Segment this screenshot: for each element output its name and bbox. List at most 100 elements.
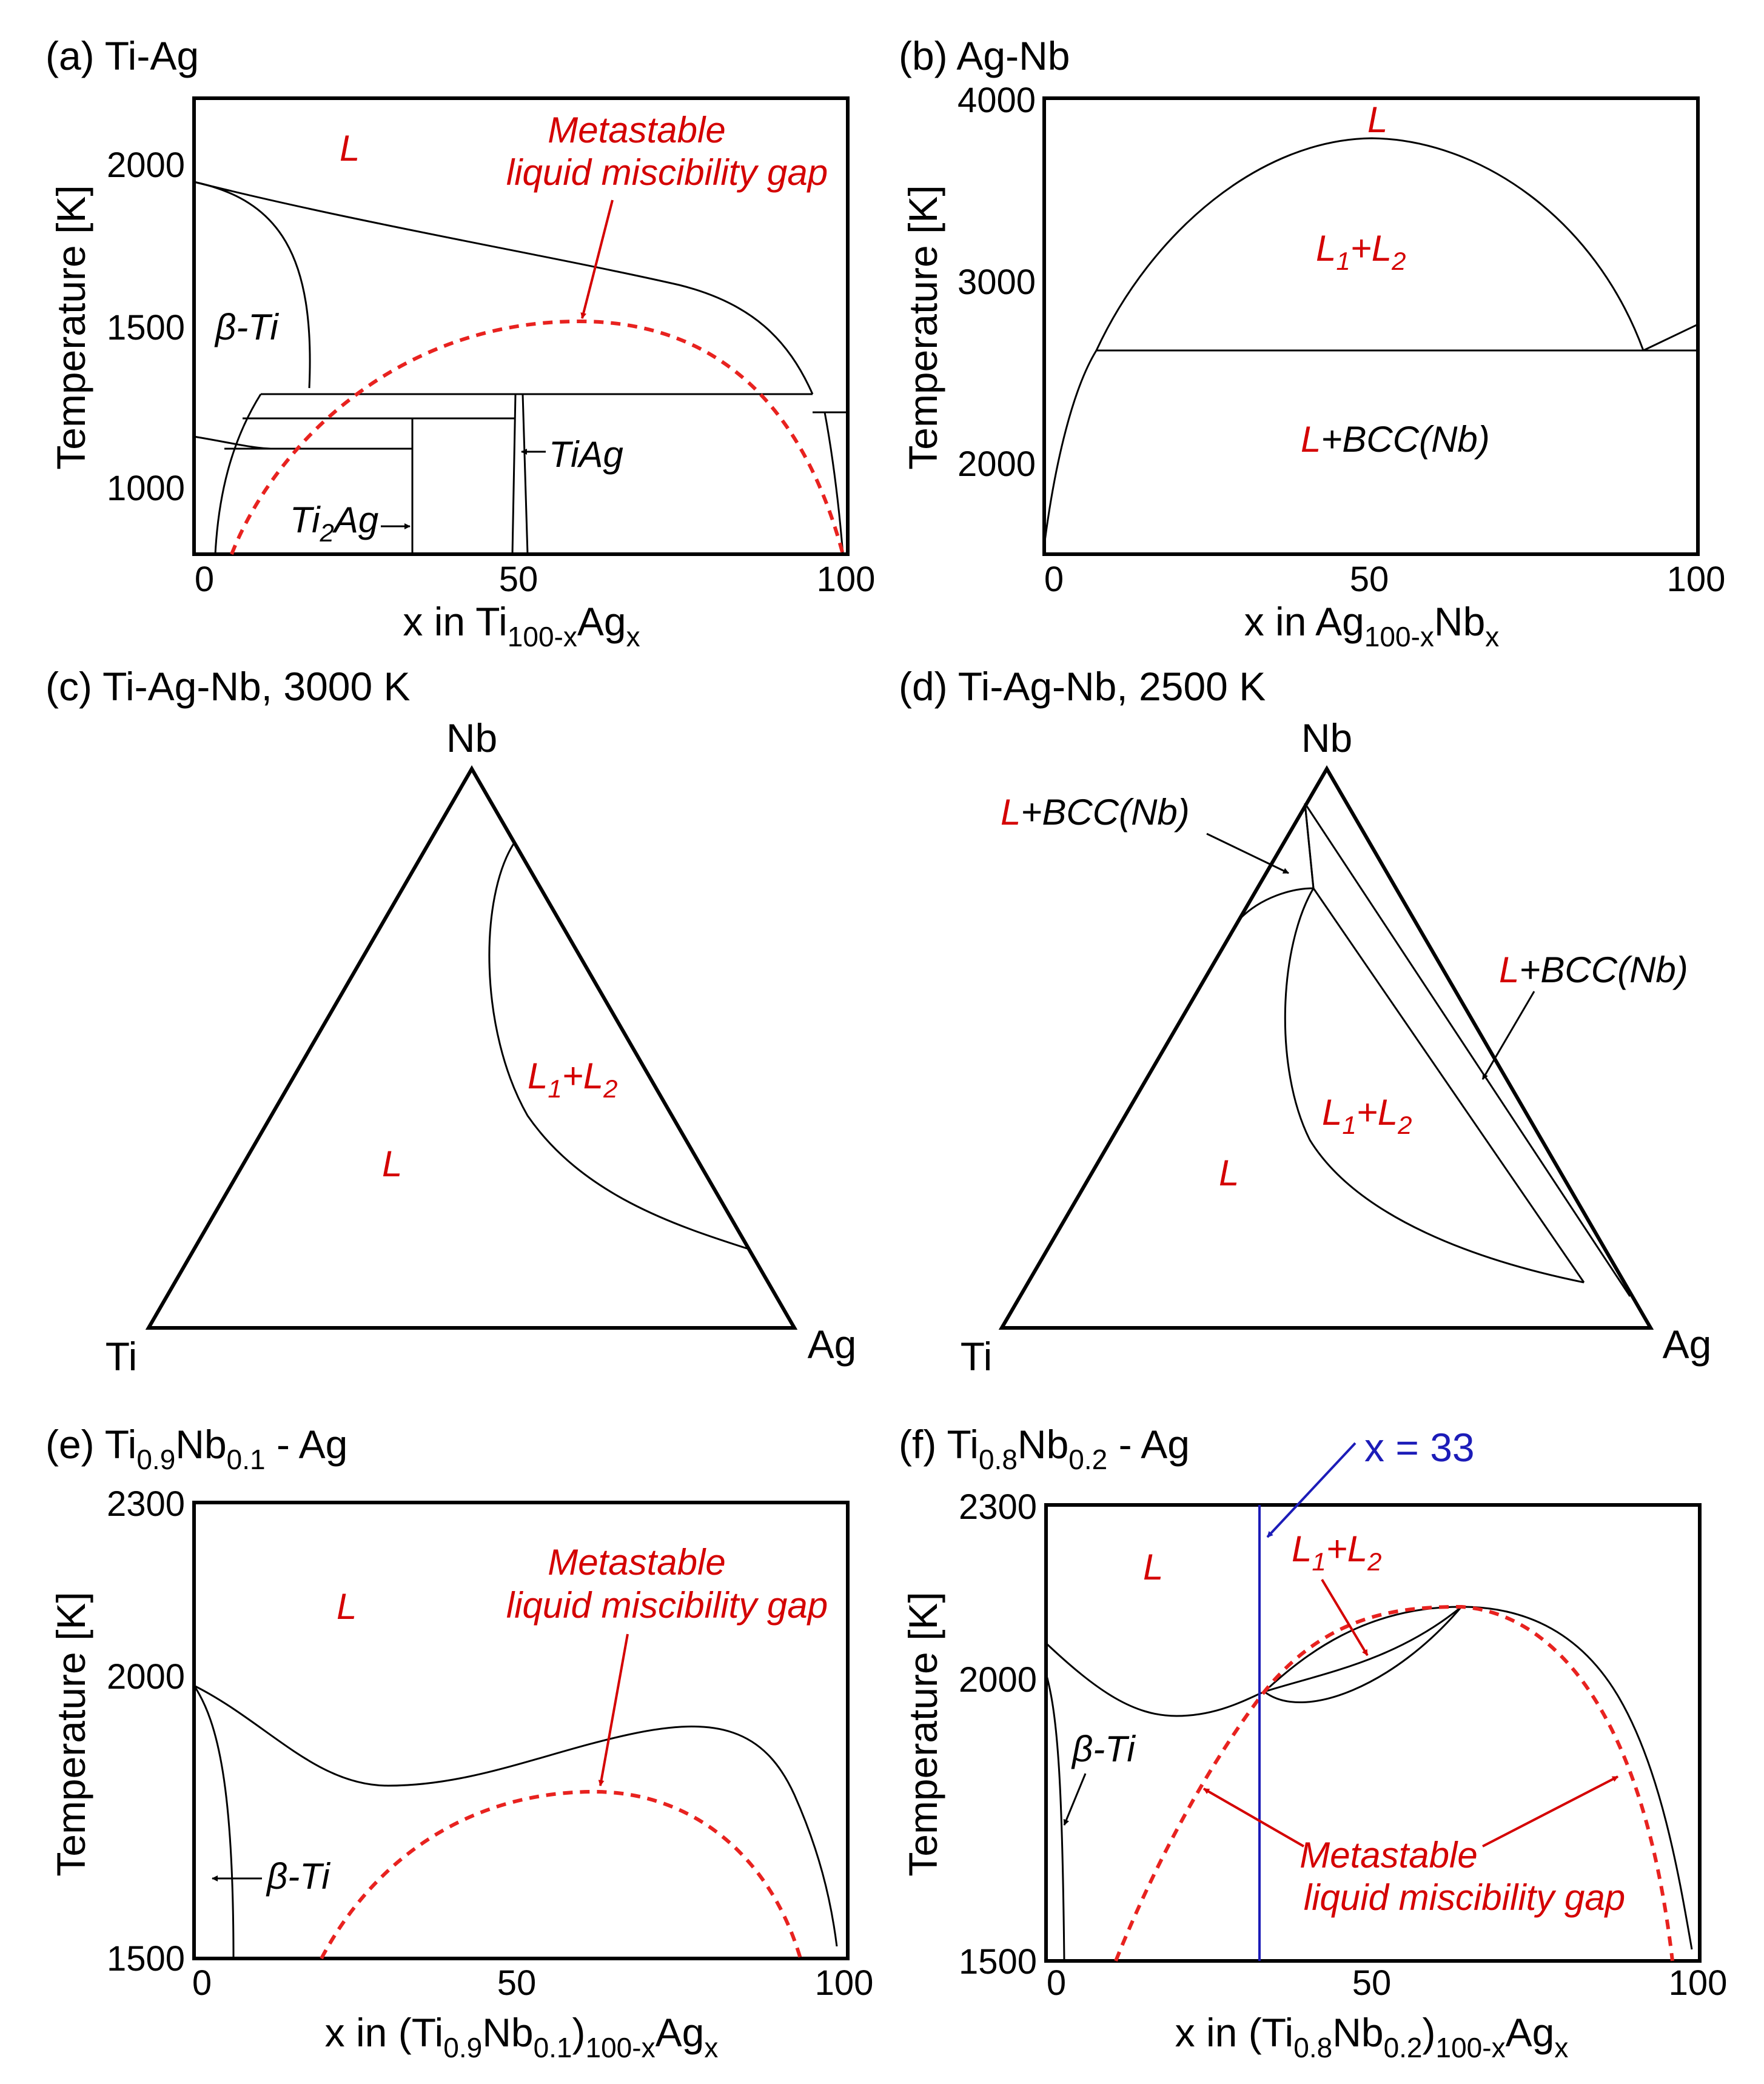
panel-d-arrow-1 <box>1206 833 1289 874</box>
panel-a-lower-left <box>214 394 262 555</box>
panel-b-xtick-100: 100 <box>1667 560 1726 599</box>
panel-c: (c) Ti-Ag-Nb, 3000 K Nb Ti Ag L1+L2 L <box>45 664 856 1379</box>
panel-f-beta-arrow <box>1063 1773 1087 1826</box>
panel-f-L1L2-arrow <box>1321 1578 1369 1657</box>
panel-d-bcc-edge <box>1304 803 1315 889</box>
panel-e: (e) Ti0.9Nb0.1 - Ag Temperature [K] 2300… <box>45 1422 873 2063</box>
panel-a-ag-solvus <box>823 412 844 555</box>
panel-d-label-L1L2: L1+L2 <box>1322 1092 1412 1139</box>
panel-a-miscibility-gap <box>230 319 845 555</box>
panel-e-xlabel: x in (Ti0.9Nb0.1)100-xAgx <box>325 2010 719 2063</box>
panel-f-miscibility-lower-2 <box>1264 1606 1463 1704</box>
panel-a-label-ti2ag: Ti2Ag <box>290 500 378 547</box>
panel-a-beta-ti-solvus <box>193 181 311 389</box>
panel-d-label-LBCC-1: L+BCC(Nb) <box>1001 792 1190 833</box>
panel-a-ytick-1500: 1500 <box>107 308 185 347</box>
panel-a-label-tiag: TiAg <box>549 434 623 475</box>
panel-d-triangle <box>998 765 1654 1330</box>
panel-f: (f) Ti0.8Nb0.2 - Ag Temperature [K] 2300… <box>899 1422 1727 2063</box>
panel-e-ylabel: Temperature [K] <box>49 1592 93 1877</box>
panel-d-tie-2 <box>1304 803 1631 1297</box>
panel-e-label-gap-2: liquid miscibility gap <box>506 1585 828 1626</box>
panel-b-label-L1L2: L1+L2 <box>1316 228 1406 275</box>
panel-c-label-L: L <box>382 1144 402 1184</box>
panel-d-tie-3 <box>1312 888 1585 1283</box>
panel-c-label-L1L2: L1+L2 <box>528 1056 618 1103</box>
panel-f-label-L: L <box>1143 1547 1163 1587</box>
panel-b-ytick-2000: 2000 <box>957 444 1036 484</box>
panel-a-ytick-2000: 2000 <box>107 146 185 185</box>
panel-e-title: (e) Ti0.9Nb0.1 - Ag <box>45 1422 347 1475</box>
panel-b-label-L: L <box>1367 99 1387 140</box>
panel-b-xlabel: x in Ag100-xNbx <box>1244 599 1500 652</box>
panel-e-xtick-50: 50 <box>497 1963 537 2003</box>
panel-d-arrow-2 <box>1481 991 1535 1080</box>
panel-b-ytick-3000: 3000 <box>957 263 1036 302</box>
panel-d-title: (d) Ti-Ag-Nb, 2500 K <box>899 664 1266 709</box>
panel-e-xtick-0: 0 <box>192 1963 212 2003</box>
panel-b: (b) Ag-Nb Temperature [K] 4000 3000 2000… <box>899 33 1725 652</box>
panel-a-title: (a) Ti-Ag <box>45 33 199 78</box>
panel-f-xtick-100: 100 <box>1669 1963 1728 2003</box>
panel-f-label-beta-ti: β-Ti <box>1071 1729 1136 1769</box>
panel-f-ytick-1500: 1500 <box>959 1942 1037 1982</box>
panel-c-vertex-ag: Ag <box>808 1322 857 1367</box>
panel-a: (a) Ti-Ag Temperature [K] 2000 1500 1000… <box>45 33 875 652</box>
panel-b-frame <box>1042 96 1700 556</box>
panel-b-ag-liquidus <box>1643 323 1699 352</box>
panel-f-gap-arrow-right <box>1482 1775 1618 1848</box>
panel-e-ytick-2000: 2000 <box>107 1657 185 1697</box>
panel-c-title: (c) Ti-Ag-Nb, 3000 K <box>45 664 411 709</box>
panel-f-label-L1L2: L1+L2 <box>1292 1529 1382 1576</box>
panel-a-ytick-1000: 1000 <box>107 469 185 508</box>
panel-d: (d) Ti-Ag-Nb, 2500 K Nb Ti Ag L+BCC(Nb) … <box>899 664 1711 1379</box>
panel-e-label-beta-ti: β-Ti <box>266 1856 330 1897</box>
panel-d-label-L: L <box>1219 1153 1239 1193</box>
panel-e-miscibility-gap <box>320 1789 802 1960</box>
panel-a-gap-arrow <box>580 199 614 319</box>
panel-f-xtick-0: 0 <box>1047 1963 1066 2003</box>
panel-f-liquidus-left <box>1045 1642 1265 1717</box>
panel-f-miscibility-gap <box>1114 1604 1674 1962</box>
panel-d-vertex-nb: Nb <box>1301 715 1352 760</box>
panel-f-ytick-2300: 2300 <box>959 1487 1037 1527</box>
panel-f-beta-ti-solidus <box>1045 1673 1065 1962</box>
panel-d-label-LBCC-2: L+BCC(Nb) <box>1499 950 1688 990</box>
panel-a-xtick-0: 0 <box>195 560 214 599</box>
panel-f-label-gap-2: liquid miscibility gap <box>1304 1877 1625 1918</box>
panel-a-xtick-50: 50 <box>499 560 538 599</box>
panel-b-bcc-solidus <box>1043 350 1098 546</box>
panel-b-title: (b) Ag-Nb <box>899 33 1070 78</box>
panel-e-gap-arrow <box>598 1633 629 1786</box>
panel-f-liquidus-right <box>1263 1606 1693 1950</box>
panel-a-tiag-boundary <box>511 394 529 555</box>
panel-b-label-LBCC: L+BCC(Nb) <box>1301 419 1490 460</box>
panel-f-label-x33: x = 33 <box>1364 1425 1475 1470</box>
panel-b-xtick-0: 0 <box>1044 560 1064 599</box>
panel-a-ylabel: Temperature [K] <box>49 185 93 470</box>
panel-d-vertex-ag: Ag <box>1663 1322 1712 1367</box>
panel-e-liquidus <box>193 1684 838 1947</box>
panel-f-gap-arrow-left <box>1203 1787 1304 1848</box>
panel-e-ytick-2300: 2300 <box>107 1484 185 1524</box>
panel-e-ytick-1500: 1500 <box>107 1939 185 1978</box>
panel-a-xlabel: x in Ti100-xAgx <box>403 599 640 652</box>
panel-d-bcc-liquidus <box>1239 887 1314 920</box>
panel-f-ytick-2000: 2000 <box>959 1660 1037 1700</box>
panel-b-xtick-50: 50 <box>1350 560 1389 599</box>
panel-e-frame <box>192 1501 850 1960</box>
panel-a-liquidus <box>193 181 814 395</box>
panel-f-title: (f) Ti0.8Nb0.2 - Ag <box>899 1422 1190 1475</box>
panel-e-label-L: L <box>337 1586 357 1627</box>
panel-f-frame <box>1044 1503 1702 1963</box>
panel-f-xtick-50: 50 <box>1352 1963 1392 2003</box>
panel-e-label-gap-1: Metastable <box>548 1542 726 1583</box>
panel-e-xtick-100: 100 <box>815 1963 874 2003</box>
panel-f-label-gap-1: Metastable <box>1300 1835 1478 1875</box>
panel-a-frame <box>192 96 850 556</box>
panel-a-label-gap-1: Metastable <box>548 110 726 150</box>
panel-b-miscibility-dome <box>1095 137 1645 351</box>
panel-f-miscibility-lower <box>1264 1606 1462 1693</box>
panel-a-label-beta-ti: β-Ti <box>214 307 279 347</box>
